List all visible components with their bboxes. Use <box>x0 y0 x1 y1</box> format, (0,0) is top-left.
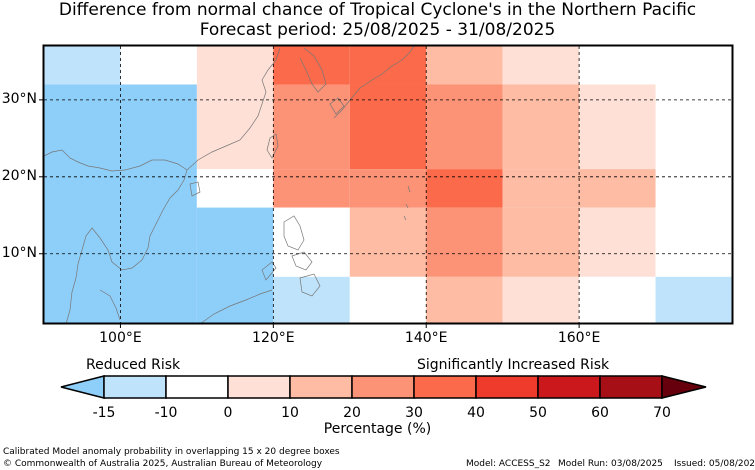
anomaly-cell <box>120 46 197 85</box>
colorbar-left-label: Reduced Risk <box>86 357 181 373</box>
anomaly-cell <box>273 84 350 170</box>
colorbar-tick-label: 70 <box>653 405 671 421</box>
coastline-kyushu <box>329 97 345 115</box>
title-line-1: Difference from normal chance of Tropica… <box>58 0 697 20</box>
footer-copyright: © Commonwealth of Australia 2025, Austra… <box>3 459 323 469</box>
colorbar-tick-label: -15 <box>92 405 116 421</box>
anomaly-cell <box>426 84 503 170</box>
graticule <box>44 46 732 323</box>
colorbar-tick-label: 60 <box>591 405 609 421</box>
anomaly-cell <box>502 207 580 277</box>
latitude-label: 20°N <box>1 167 37 184</box>
anomaly-cell <box>349 169 427 208</box>
anomaly-cell <box>349 46 427 85</box>
colorbar-xlabel: Percentage (%) <box>323 421 432 437</box>
longitude-tick-marks <box>119 323 580 328</box>
coastline-luzon <box>283 215 305 251</box>
anomaly-cell <box>426 207 503 277</box>
colorbar-under-arrow <box>60 375 105 399</box>
coastline-korea <box>299 47 327 93</box>
anomaly-cell <box>655 276 732 323</box>
coastline-malaysia <box>99 289 121 321</box>
colorbar-segment <box>413 375 477 399</box>
anomaly-cell <box>273 207 350 277</box>
latitude-label: 10°N <box>1 244 37 261</box>
footer-issued: Issued: 05/08/2025 <box>674 459 755 469</box>
colorbar-segment <box>537 375 601 399</box>
coastline-palawan <box>261 261 277 281</box>
anomaly-cell <box>196 207 274 323</box>
longitude-label: 120°E <box>252 330 295 346</box>
coastline-taiwan <box>266 133 279 159</box>
latitude-tick-marks <box>39 99 44 255</box>
anomaly-cell <box>502 84 580 170</box>
anomaly-cell <box>502 276 580 323</box>
colorbar-segment <box>599 375 663 399</box>
coastline-visayas <box>291 251 313 271</box>
anomaly-cell <box>349 84 427 170</box>
colorbar-tick-label: 40 <box>467 405 485 421</box>
latitude-label: 30°N <box>1 90 37 107</box>
title-line-2: Forecast period: 25/08/2025 - 31/08/2025 <box>199 20 556 40</box>
anomaly-cell <box>655 207 732 277</box>
anomaly-cell <box>579 84 656 170</box>
colorbar-segment <box>289 375 353 399</box>
anomaly-cell <box>426 276 503 323</box>
anomaly-cell <box>196 84 274 170</box>
footer-model: Model: ACCESS_S2 <box>466 459 551 469</box>
coastline-marianas <box>403 185 411 221</box>
anomaly-cell <box>44 84 121 323</box>
colorbar-tick-label: -10 <box>154 405 178 421</box>
anomaly-cell <box>426 46 503 85</box>
colorbar-over-arrow <box>661 375 707 399</box>
anomaly-cell <box>579 169 656 208</box>
anomaly-cell <box>120 84 197 323</box>
colorbar-right-label: Significantly Increased Risk <box>417 357 610 373</box>
anomaly-cell <box>349 207 427 277</box>
colorbar-segment <box>103 375 167 399</box>
anomaly-cells-layer <box>44 46 732 323</box>
colorbar <box>60 375 707 399</box>
anomaly-cell <box>273 46 350 85</box>
anomaly-cell <box>426 169 503 208</box>
colorbar-tick-label: 30 <box>405 405 423 421</box>
coastline-indochina <box>43 149 188 325</box>
anomaly-cell <box>44 46 121 85</box>
anomaly-cell <box>579 207 656 277</box>
colorbar-segment <box>351 375 415 399</box>
anomaly-cell <box>196 169 274 208</box>
footer-description: Calibrated Model anomaly probability in … <box>3 447 340 457</box>
colorbar-tick-label: 20 <box>343 405 361 421</box>
colorbar-segment <box>165 375 229 399</box>
coastline-china <box>186 47 281 171</box>
anomaly-cell <box>273 169 350 208</box>
colorbar-segment <box>227 375 291 399</box>
anomaly-cell <box>273 276 350 323</box>
coastline-japan <box>333 45 415 119</box>
map-frame <box>42 44 734 325</box>
anomaly-cell <box>196 46 274 85</box>
coastline-hainan <box>189 181 201 197</box>
coastline-layer <box>43 45 415 325</box>
anomaly-cell <box>579 276 656 323</box>
footer-model-run: Model Run: 03/08/2025 <box>558 459 663 469</box>
colorbar-segment <box>475 375 539 399</box>
colorbar-tick-label: 10 <box>281 405 299 421</box>
longitude-label: 160°E <box>557 330 601 346</box>
colorbar-tick-label: 50 <box>529 405 547 421</box>
longitude-label: 100°E <box>99 330 142 346</box>
anomaly-cell <box>502 46 580 85</box>
anomaly-cell <box>349 276 427 323</box>
colorbar-tick-label: 0 <box>223 405 233 421</box>
longitude-label: 140°E <box>404 330 448 346</box>
coastline-mindanao <box>299 273 321 297</box>
coastline-borneo <box>199 289 273 325</box>
anomaly-cell <box>502 169 580 208</box>
